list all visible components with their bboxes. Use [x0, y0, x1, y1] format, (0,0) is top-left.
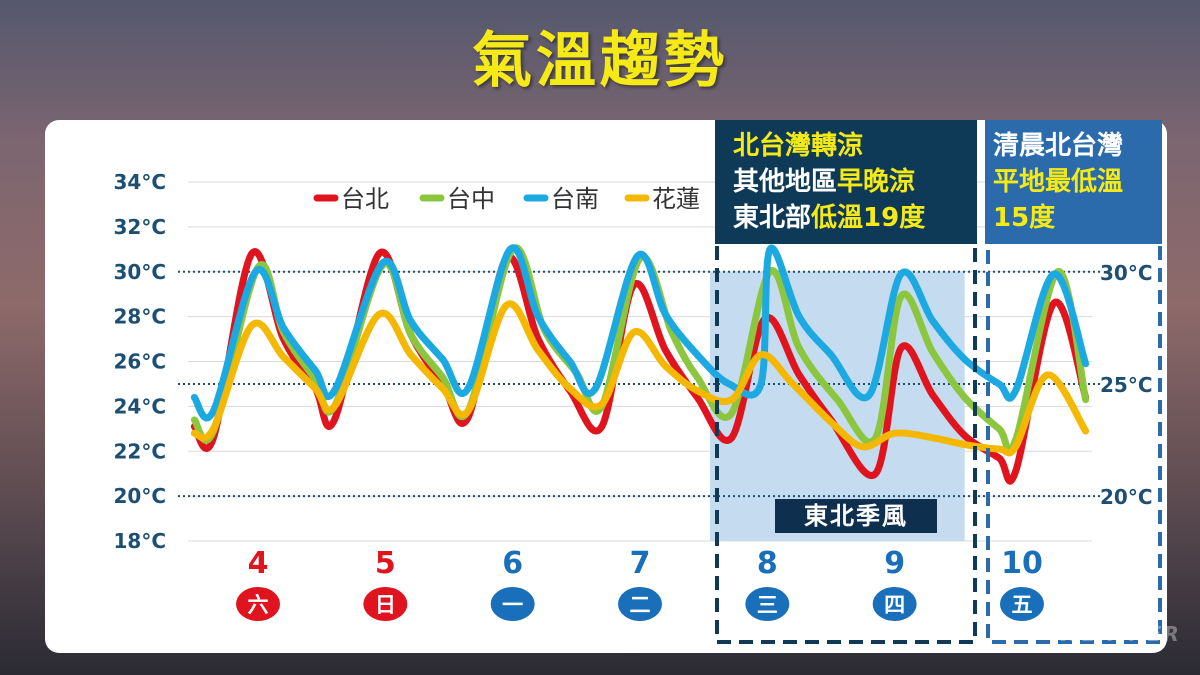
legend-label: 台北 [341, 185, 389, 213]
temperature-chart: 30°C 25°C 20°C 34°C 32°C 30°C 28°C 26°C 24°C 22°… [113, 170, 1162, 644]
info-box-northern-cooling: 北台灣轉涼 其他地區早晚涼 東北部低溫19度 [715, 120, 977, 244]
y-tick-label: 18°C [113, 529, 166, 553]
monsoon-shade [710, 271, 965, 541]
x-date-label: 5 [375, 546, 396, 581]
y-tick-label: 28°C [113, 305, 166, 329]
legend-label: 花蓮 [652, 185, 700, 213]
weekday-label: 五 [1011, 593, 1032, 617]
y-tick-label: 24°C [113, 394, 166, 418]
reference-lines: 30°C 25°C 20°C [178, 261, 1153, 509]
weekday-marker [363, 587, 408, 621]
weekday-label: 日 [375, 593, 396, 617]
y-axis-ticks: 34°C 32°C 30°C 28°C 26°C 24°C 22°C 20°C 18°C [113, 170, 166, 553]
info-text: 其他地區 [733, 167, 838, 197]
page-title: 氣溫趨勢 [472, 26, 728, 96]
weekday-label: 六 [248, 593, 269, 617]
info-highlight: 早晚涼 [837, 167, 916, 197]
series-lines [190, 244, 1090, 485]
x-date-label: 9 [884, 546, 905, 581]
series-line-台南 [190, 244, 1090, 422]
watermark: WEATHER [1058, 622, 1181, 646]
info-line: 清晨北台灣 [993, 131, 1124, 161]
weekday-label: 四 [884, 593, 905, 617]
series-line-花蓮 [190, 300, 1090, 457]
info-line: 平地最低溫 [993, 167, 1124, 197]
y-tick-label: 32°C [113, 215, 166, 239]
x-axis-labels: 4 六 5 日 6 一 7 二 8 三 9 四 10 五 [236, 546, 1044, 621]
info-text: 東北部 [733, 203, 812, 233]
weekday-marker [745, 587, 790, 621]
reference-label: 30°C [1100, 261, 1153, 285]
reference-label: 20°C [1100, 485, 1153, 509]
y-tick-label: 22°C [113, 439, 166, 463]
x-date-label: 7 [630, 546, 651, 581]
info-box-lowest-temp: 清晨北台灣 平地最低溫 15度 [985, 120, 1162, 244]
info-line: 北台灣轉涼 [733, 131, 864, 161]
reference-label: 25°C [1100, 373, 1153, 397]
weekday-marker [999, 587, 1044, 621]
weekday-label: 一 [502, 593, 523, 617]
weekday-marker [618, 587, 662, 621]
legend-label: 台南 [551, 185, 599, 213]
info-line: 其他地區早晚涼 [733, 164, 977, 200]
monsoon-label: 東北季風 [775, 499, 937, 533]
legend: 台北 台中 台南 花蓮 [313, 185, 700, 213]
y-tick-label: 20°C [113, 484, 166, 508]
legend-label: 台中 [447, 185, 495, 213]
info-highlight: 低溫19度 [811, 203, 926, 233]
info-line: 15度 [993, 203, 1056, 233]
x-date-label: 10 [1001, 546, 1043, 581]
x-date-label: 6 [502, 546, 523, 581]
weekday-marker [872, 587, 917, 621]
y-tick-label: 26°C [113, 350, 166, 374]
y-tick-label: 30°C [113, 260, 166, 284]
chart-card: 30°C 25°C 20°C 34°C 32°C 30°C 28°C 26°C 24°C 22°… [45, 120, 1167, 653]
info-line: 東北部低溫19度 [733, 200, 977, 236]
x-date-label: 4 [248, 546, 269, 581]
weekday-label: 二 [630, 593, 651, 617]
weekday-marker [236, 587, 281, 621]
weekday-label: 三 [757, 593, 778, 617]
y-tick-label: 34°C [113, 170, 166, 194]
x-date-label: 8 [757, 546, 778, 581]
weekday-marker [490, 587, 535, 621]
